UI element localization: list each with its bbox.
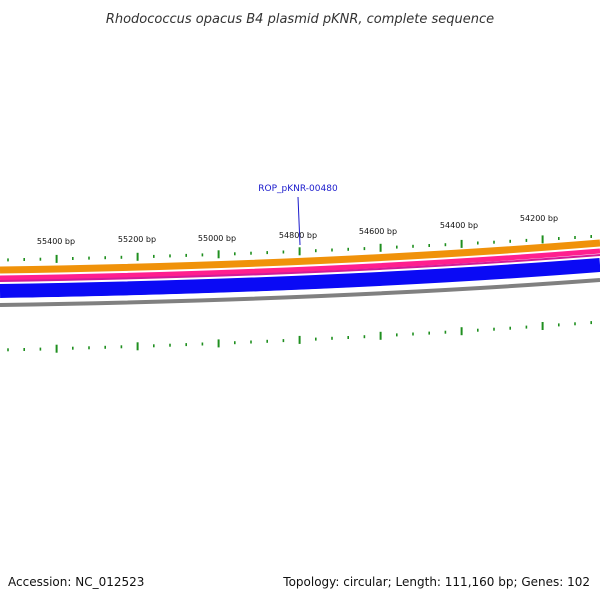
accession-text: Accession: NC_012523 [8, 575, 144, 589]
tick-label-55200: 55200 bp [118, 235, 156, 244]
tick-label-55400: 55400 bp [37, 237, 75, 246]
tick-label-54600: 54600 bp [359, 227, 397, 236]
tick-label-54200: 54200 bp [520, 214, 558, 223]
gene-label[interactable]: ROP_pKNR-00480 [258, 184, 338, 194]
summary-text: Topology: circular; Length: 111,160 bp; … [282, 575, 590, 589]
callout-line [297, 196, 301, 246]
orange-band [0, 239, 600, 274]
feature-tracks [0, 239, 600, 307]
outer-ruler [7, 235, 593, 263]
pink-band [0, 248, 600, 281]
tick-label-54800: 54800 bp [279, 231, 317, 240]
map-title: Rhodococcus opacus B4 plasmid pKNR, comp… [106, 12, 494, 27]
gray-backbone [0, 278, 600, 307]
tick-label-54400: 54400 bp [440, 221, 478, 230]
magenta-band [0, 254, 600, 282]
tick-label-55000: 55000 bp [198, 234, 236, 243]
white-gap-2 [0, 273, 600, 302]
tick-labels: 55400 bp 55200 bp 55000 bp 54800 bp 5460… [37, 214, 558, 246]
white-gap [0, 247, 600, 276]
inner-ruler [7, 321, 593, 353]
blue-band [0, 258, 600, 298]
gene-callout[interactable]: ROP_pKNR-00480 [258, 184, 338, 246]
